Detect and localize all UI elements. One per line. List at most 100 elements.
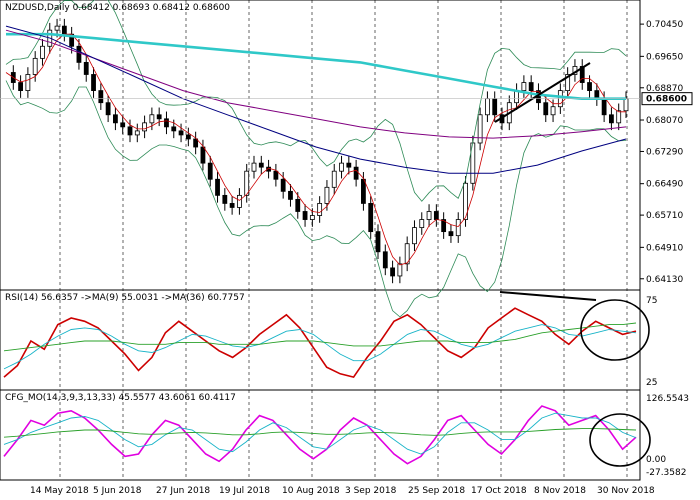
price-plot: 0.68600 — [0, 0, 693, 318]
date-label: 8 Nov 2018 — [534, 486, 586, 496]
candle-body — [382, 251, 388, 269]
current-price-label: 0.68600 — [646, 95, 687, 105]
candle-body — [419, 219, 425, 229]
candle-body — [441, 219, 447, 233]
cfg-panel — [0, 389, 641, 481]
cfg-tick-label: -27.3582 — [646, 468, 686, 478]
main-panel — [0, 0, 641, 291]
candle-body — [18, 82, 23, 92]
candle-body — [368, 203, 374, 233]
ohlc-values: 0.68412 0.68693 0.68412 0.68600 — [72, 3, 231, 13]
candle-body — [149, 114, 155, 124]
rsi-tick-label: 25 — [646, 378, 657, 388]
candle-body — [32, 57, 38, 75]
candle-body — [302, 211, 308, 220]
price-tick-label: 0.69650 — [646, 52, 683, 62]
candle-body — [404, 243, 410, 265]
price-tick-label: 0.67290 — [646, 147, 683, 157]
ma-red-line — [5, 33, 626, 266]
rsi-series-line — [3, 307, 637, 379]
candle-body — [207, 162, 213, 180]
candle-body — [550, 106, 556, 116]
date-label: 3 Sep 2018 — [345, 486, 397, 496]
main-panel-frame — [0, 0, 641, 291]
cfg-panel-frame — [0, 389, 641, 481]
bollinger-upper-line — [5, 0, 627, 202]
cfg-plot: 126.5543 0.00 -27.3582 — [3, 394, 689, 478]
price-tick-label: 0.65710 — [646, 211, 683, 221]
candle-body — [229, 203, 235, 208]
candle-body — [273, 170, 279, 180]
bollinger-lower-line — [5, 80, 627, 318]
candle-body — [433, 211, 439, 220]
candle-body — [616, 110, 622, 124]
candle-body — [280, 178, 286, 192]
date-label: 27 Jun 2018 — [156, 486, 210, 496]
cfg-title: CFG_MO(14,3,9,3,13,33) 45.5577 43.6061 6… — [5, 393, 236, 403]
candle-body — [521, 82, 527, 92]
candle-body — [426, 211, 432, 220]
ma-purple-line — [5, 29, 627, 139]
rsi-circle-annotation — [580, 299, 650, 361]
cfg-tick-label: 126.5543 — [646, 394, 689, 404]
date-label: 30 Nov 2018 — [597, 486, 655, 496]
candle-body — [164, 118, 169, 128]
candle-body — [91, 74, 96, 92]
candle-body — [61, 25, 67, 35]
candle-body — [193, 138, 199, 148]
cfg-series-line — [3, 412, 637, 455]
candle-body — [258, 162, 264, 168]
rsi-panel-frame — [0, 289, 641, 391]
trendline — [494, 62, 591, 123]
candle-body — [295, 198, 301, 212]
ma-200-line — [6, 32, 626, 100]
cfg-tick-label: 0.00 — [646, 455, 666, 465]
candle-body — [390, 267, 395, 277]
rsi-series-line — [3, 324, 637, 370]
symbol-title: NZDUSD,Daily — [5, 3, 70, 13]
candle-body — [185, 134, 191, 140]
symbol-header: NZDUSD,Daily 0.68412 0.68693 0.68412 0.6… — [5, 3, 230, 13]
candle-body — [448, 231, 454, 237]
price-axis: 0.70450 0.69650 0.68870 0.68070 0.67290 0.664… — [640, 20, 683, 285]
candle-body — [222, 194, 228, 204]
candle-body — [54, 25, 60, 31]
date-label: 17 Oct 2018 — [471, 486, 527, 496]
candle-body — [477, 114, 483, 144]
candle-body — [579, 66, 585, 83]
rsi-plot: 75 25 — [3, 291, 657, 388]
price-tick-label: 0.64910 — [646, 243, 683, 253]
date-axis: 14 May 2018 5 Jun 2018 27 Jun 2018 19 Jul 2… — [30, 486, 655, 496]
date-label: 14 May 2018 — [30, 486, 89, 496]
candle-body — [514, 90, 519, 104]
candle-body — [463, 182, 468, 220]
candle-body — [565, 74, 571, 92]
candle-body — [361, 178, 366, 204]
candle-body — [309, 215, 315, 220]
ma-navy-line — [5, 25, 627, 174]
date-label: 19 Jul 2018 — [219, 486, 270, 496]
candle-body — [178, 130, 184, 136]
candle-body — [623, 98, 629, 112]
date-label: 25 Sep 2018 — [408, 486, 465, 496]
candle-body — [25, 74, 31, 92]
candle-body — [127, 126, 133, 136]
candle-body — [76, 45, 82, 63]
candle-body — [412, 227, 417, 245]
cfg-circle-annotation — [589, 413, 651, 467]
candle-body — [339, 162, 344, 172]
candle-body — [353, 166, 359, 180]
candle-body — [244, 170, 250, 196]
cfg-series-line — [3, 405, 637, 465]
candle-body — [156, 114, 162, 120]
price-tick-label: 0.64130 — [646, 275, 683, 285]
candle-body — [587, 82, 592, 92]
cfg-series-line — [3, 428, 637, 438]
date-label: 5 Jun 2018 — [93, 486, 142, 496]
candle-body — [171, 126, 177, 132]
candle-body — [215, 178, 220, 196]
candle-body — [397, 263, 403, 277]
candle-body — [40, 45, 45, 59]
